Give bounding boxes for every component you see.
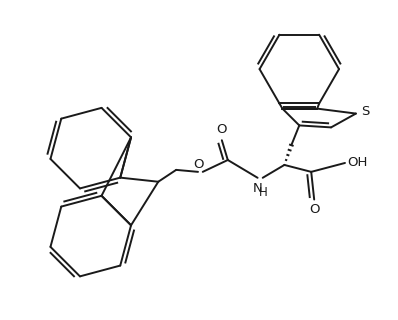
Text: S: S [361,105,369,118]
Text: O: O [193,158,204,171]
Text: N: N [253,182,263,195]
Text: H: H [259,187,267,199]
Text: O: O [217,123,227,136]
Text: OH: OH [347,156,367,169]
Text: O: O [309,204,320,216]
